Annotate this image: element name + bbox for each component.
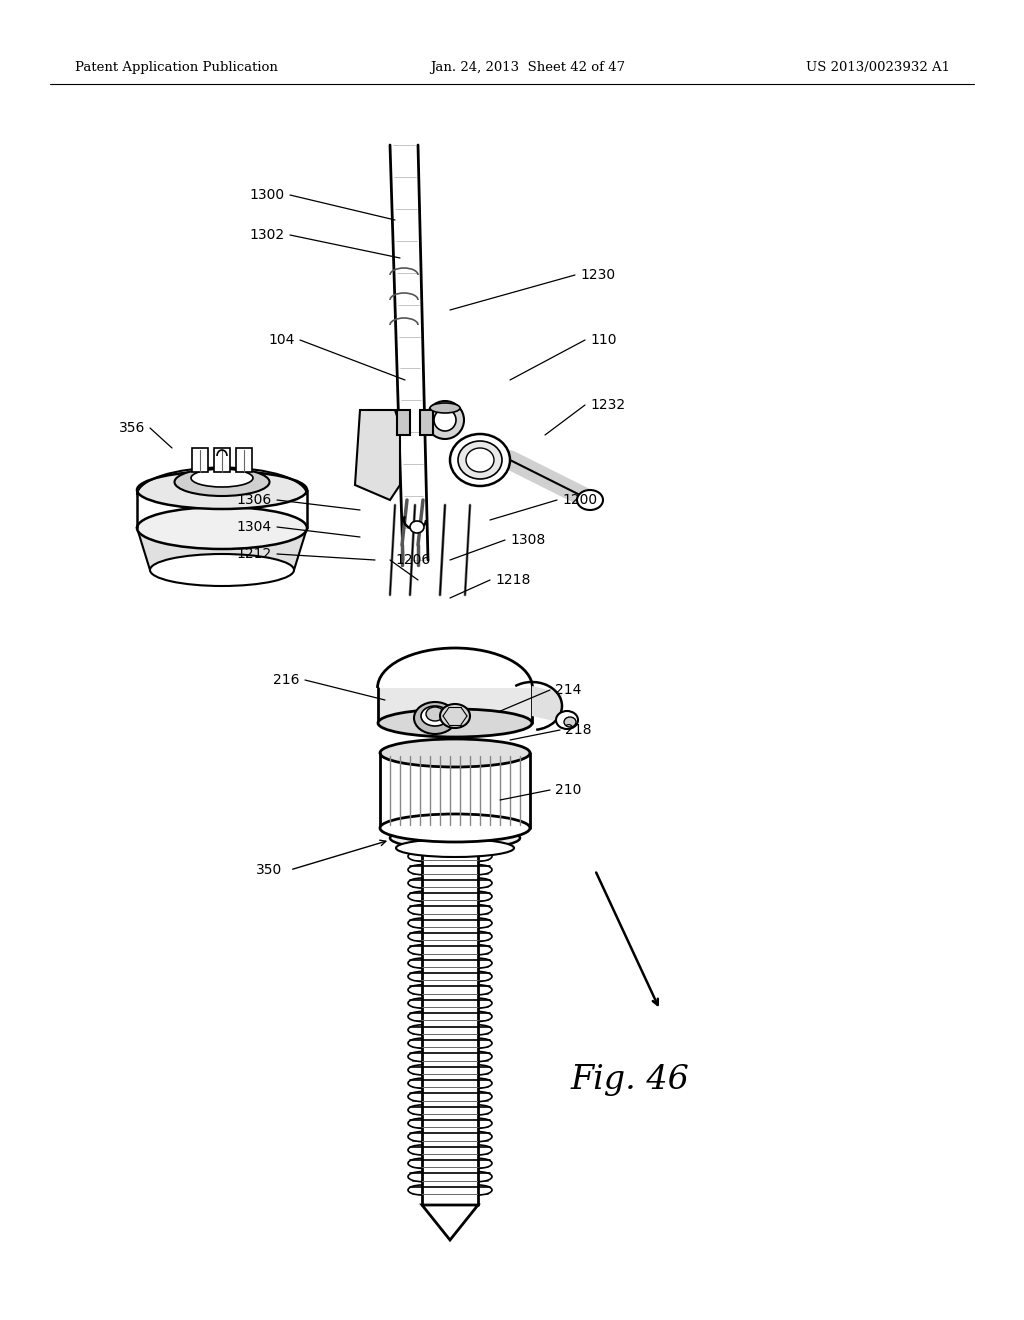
Text: 210: 210 <box>555 783 582 797</box>
Ellipse shape <box>137 507 307 549</box>
Ellipse shape <box>390 828 520 849</box>
Text: US 2013/0023932 A1: US 2013/0023932 A1 <box>806 62 950 74</box>
Ellipse shape <box>430 403 460 413</box>
Polygon shape <box>420 411 433 436</box>
Text: 350: 350 <box>256 863 282 876</box>
Text: 214: 214 <box>555 682 582 697</box>
Ellipse shape <box>426 401 464 440</box>
Ellipse shape <box>191 469 253 487</box>
Ellipse shape <box>421 706 449 726</box>
Ellipse shape <box>378 709 532 737</box>
Text: 216: 216 <box>273 673 300 686</box>
Text: 1232: 1232 <box>590 399 625 412</box>
Text: 1300: 1300 <box>250 187 285 202</box>
Text: 1218: 1218 <box>495 573 530 587</box>
Text: Fig. 46: Fig. 46 <box>570 1064 689 1096</box>
Polygon shape <box>378 688 532 723</box>
Polygon shape <box>397 411 410 436</box>
Ellipse shape <box>426 708 444 721</box>
Text: 1306: 1306 <box>237 492 272 507</box>
Text: 1212: 1212 <box>237 546 272 561</box>
Ellipse shape <box>450 434 510 486</box>
Text: 1200: 1200 <box>562 492 597 507</box>
Text: 110: 110 <box>590 333 616 347</box>
Polygon shape <box>214 447 230 473</box>
Ellipse shape <box>440 704 470 729</box>
Ellipse shape <box>410 521 424 533</box>
Text: 104: 104 <box>268 333 295 347</box>
Text: 1308: 1308 <box>510 533 545 546</box>
Ellipse shape <box>396 840 514 857</box>
Text: 356: 356 <box>119 421 145 436</box>
Ellipse shape <box>380 739 530 767</box>
Text: 1206: 1206 <box>395 553 430 568</box>
Text: Patent Application Publication: Patent Application Publication <box>75 62 278 74</box>
Ellipse shape <box>434 409 456 432</box>
Ellipse shape <box>577 490 603 510</box>
Ellipse shape <box>150 554 294 586</box>
Text: 1230: 1230 <box>580 268 615 282</box>
Text: 1302: 1302 <box>250 228 285 242</box>
Text: 218: 218 <box>565 723 592 737</box>
Polygon shape <box>422 1205 478 1239</box>
Polygon shape <box>355 411 400 500</box>
Ellipse shape <box>564 717 575 727</box>
Ellipse shape <box>174 469 269 496</box>
Ellipse shape <box>458 441 502 479</box>
Ellipse shape <box>380 814 530 842</box>
Ellipse shape <box>414 702 456 734</box>
Polygon shape <box>532 686 562 723</box>
Polygon shape <box>193 447 208 473</box>
Ellipse shape <box>466 447 494 473</box>
Polygon shape <box>236 447 252 473</box>
Ellipse shape <box>556 711 578 729</box>
Polygon shape <box>137 528 307 570</box>
Ellipse shape <box>137 471 307 510</box>
Text: 1304: 1304 <box>237 520 272 535</box>
Text: Jan. 24, 2013  Sheet 42 of 47: Jan. 24, 2013 Sheet 42 of 47 <box>430 62 625 74</box>
